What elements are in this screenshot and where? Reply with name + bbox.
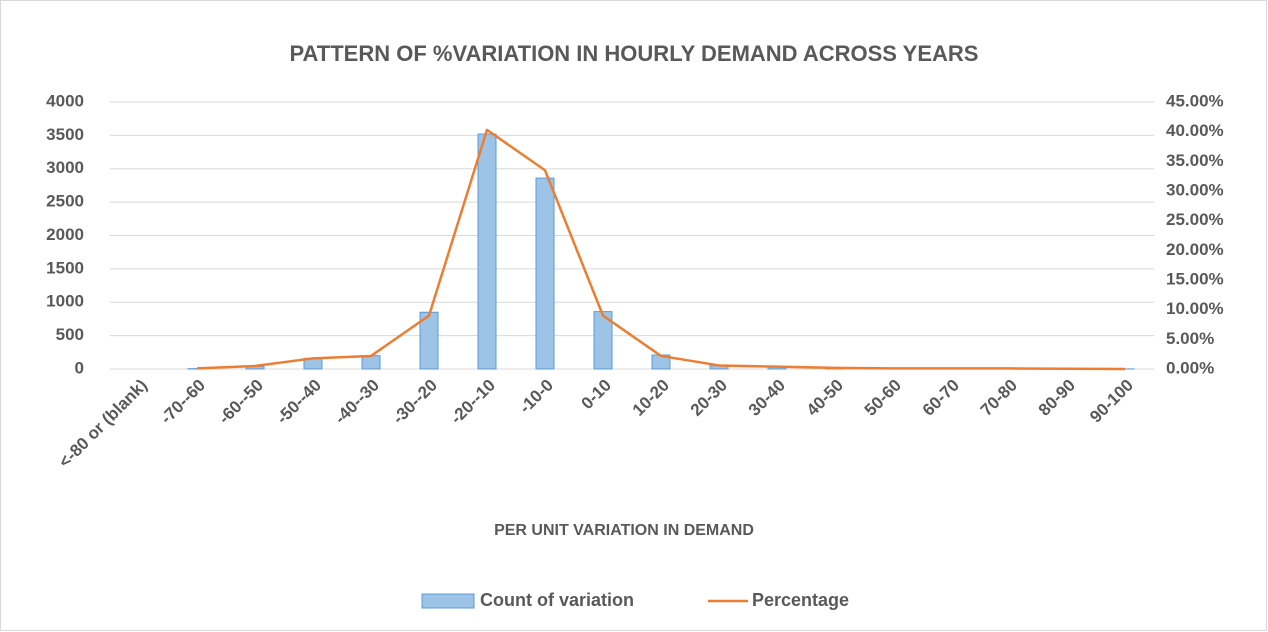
bar <box>535 177 555 370</box>
y-tick-label: 3000 <box>46 158 84 177</box>
legend-swatch <box>421 593 475 609</box>
y-tick-label: 3500 <box>46 125 84 144</box>
line <box>196 128 1126 371</box>
y2-tick-label: 10.00% <box>1166 299 1224 318</box>
y-tick-label: 0 <box>75 358 84 377</box>
legend-label: Count of variation <box>480 590 634 610</box>
x-axis-title: PER UNIT VARIATION IN DEMAND <box>494 522 754 539</box>
chart-title: PATTERN OF %VARIATION IN HOURLY DEMAND A… <box>290 41 979 66</box>
y-tick-label: 1000 <box>46 292 84 311</box>
y-tick-label: 2000 <box>46 225 84 244</box>
y2-tick-label: 20.00% <box>1166 240 1224 259</box>
bar <box>361 355 381 370</box>
y2-tick-label: 0.00% <box>1166 358 1214 377</box>
y2-tick-label: 35.00% <box>1166 151 1224 170</box>
y-tick-label: 1500 <box>46 258 84 277</box>
legend-label: Percentage <box>752 590 849 610</box>
y-tick-label: 500 <box>56 325 84 344</box>
bar <box>593 311 613 370</box>
y2-tick-label: 45.00% <box>1166 91 1224 110</box>
y2-tick-label: 30.00% <box>1166 180 1224 199</box>
y-tick-label: 2500 <box>46 192 84 211</box>
bar <box>477 133 497 370</box>
y2-tick-label: 15.00% <box>1166 269 1224 288</box>
y2-tick-label: 5.00% <box>1166 329 1214 348</box>
y2-tick-label: 40.00% <box>1166 121 1224 140</box>
y-tick-label: 4000 <box>46 91 84 110</box>
y2-tick-label: 25.00% <box>1166 210 1224 229</box>
